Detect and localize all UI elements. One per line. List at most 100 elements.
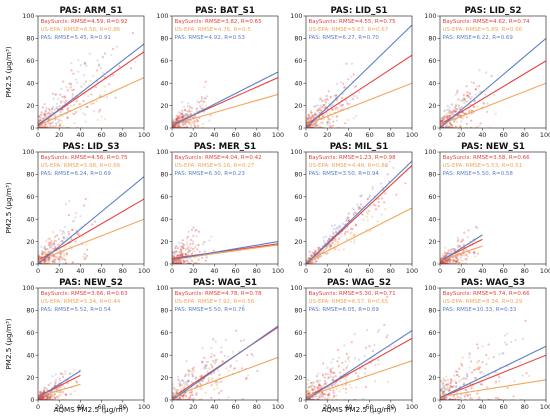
data-point: [466, 393, 469, 396]
data-point: [52, 120, 55, 123]
y-tick-label: 80: [26, 307, 34, 315]
data-point: [332, 391, 335, 395]
data-point: [457, 258, 460, 261]
data-point: [441, 119, 444, 123]
data-point: [246, 353, 249, 357]
data-point: [46, 395, 49, 398]
data-point: [440, 261, 443, 264]
data-point: [173, 261, 176, 264]
data-point: [447, 108, 450, 111]
data-point: [172, 121, 174, 124]
x-tick-label: 80: [253, 403, 261, 411]
x-tick-label: 40: [76, 403, 84, 411]
data-point: [346, 230, 349, 233]
data-point: [447, 252, 450, 255]
data-point: [315, 394, 318, 398]
x-tick-label: 40: [478, 131, 486, 139]
data-point: [347, 355, 350, 358]
data-point: [175, 117, 178, 120]
data-point: [52, 231, 55, 234]
data-point: [477, 365, 480, 369]
data-point: [43, 125, 47, 128]
data-point: [462, 377, 465, 380]
y-tick-label: 80: [160, 171, 168, 179]
x-tick-label: 20: [457, 403, 465, 411]
data-point: [40, 111, 43, 114]
data-point: [55, 239, 58, 243]
data-point: [463, 377, 466, 380]
data-point: [477, 368, 481, 371]
data-point: [190, 398, 193, 400]
data-point: [53, 395, 56, 398]
data-point: [315, 124, 319, 127]
data-point: [452, 110, 455, 113]
data-point: [175, 119, 178, 122]
data-point: [194, 229, 197, 232]
data-point: [319, 97, 322, 100]
stats-annotation: BaySurcls: RMSE=3.58, R=0.66: [443, 155, 531, 161]
data-point: [84, 113, 87, 116]
data-point: [487, 343, 490, 346]
data-point: [38, 255, 41, 259]
data-point: [446, 260, 449, 263]
data-point: [445, 123, 449, 126]
data-point: [321, 392, 324, 395]
data-point: [47, 259, 50, 262]
data-point: [322, 100, 325, 103]
fit-line-pas: [38, 370, 81, 399]
data-point: [383, 323, 386, 327]
data-point: [381, 186, 384, 189]
data-point: [178, 114, 181, 118]
data-point: [347, 78, 350, 81]
data-point: [451, 386, 454, 389]
data-point: [38, 254, 41, 257]
data-point: [46, 394, 49, 397]
data-point: [306, 117, 309, 120]
y-tick-label: 20: [26, 238, 34, 246]
data-point: [448, 389, 451, 392]
data-point: [43, 251, 46, 255]
data-point: [330, 224, 334, 227]
data-point: [307, 257, 311, 260]
data-point: [58, 124, 62, 127]
data-point: [205, 367, 208, 370]
data-point: [465, 248, 468, 252]
y-tick-label: 60: [294, 193, 302, 201]
stats-annotation: BaySurcls: RMSE=4.04, R=0.42: [175, 155, 262, 161]
data-point: [326, 122, 330, 125]
data-point: [188, 110, 191, 113]
data-point: [313, 122, 316, 125]
data-point: [172, 259, 175, 263]
data-point: [441, 390, 444, 393]
data-point: [484, 93, 487, 96]
data-point: [335, 394, 338, 397]
data-point: [440, 119, 444, 122]
data-point: [318, 396, 322, 399]
data-point: [448, 115, 451, 118]
y-tick-label: 60: [26, 329, 34, 337]
data-point: [355, 95, 358, 98]
data-point: [385, 336, 388, 339]
data-point: [179, 125, 182, 128]
data-point: [374, 364, 377, 367]
data-point: [198, 250, 201, 253]
data-point: [368, 194, 371, 197]
data-point: [186, 113, 189, 116]
data-point: [190, 391, 193, 394]
data-point: [475, 225, 478, 228]
data-point: [175, 124, 178, 127]
data-point: [374, 208, 378, 211]
data-point: [325, 381, 328, 385]
data-point: [173, 254, 176, 257]
data-point: [179, 260, 182, 263]
data-point: [58, 105, 61, 108]
data-point: [456, 114, 460, 117]
data-point: [458, 261, 461, 264]
data-point: [177, 396, 180, 399]
data-point: [306, 117, 309, 120]
data-point: [195, 235, 198, 238]
data-point: [310, 259, 313, 262]
data-point: [60, 258, 63, 261]
data-point: [493, 94, 496, 97]
data-point: [51, 375, 54, 378]
